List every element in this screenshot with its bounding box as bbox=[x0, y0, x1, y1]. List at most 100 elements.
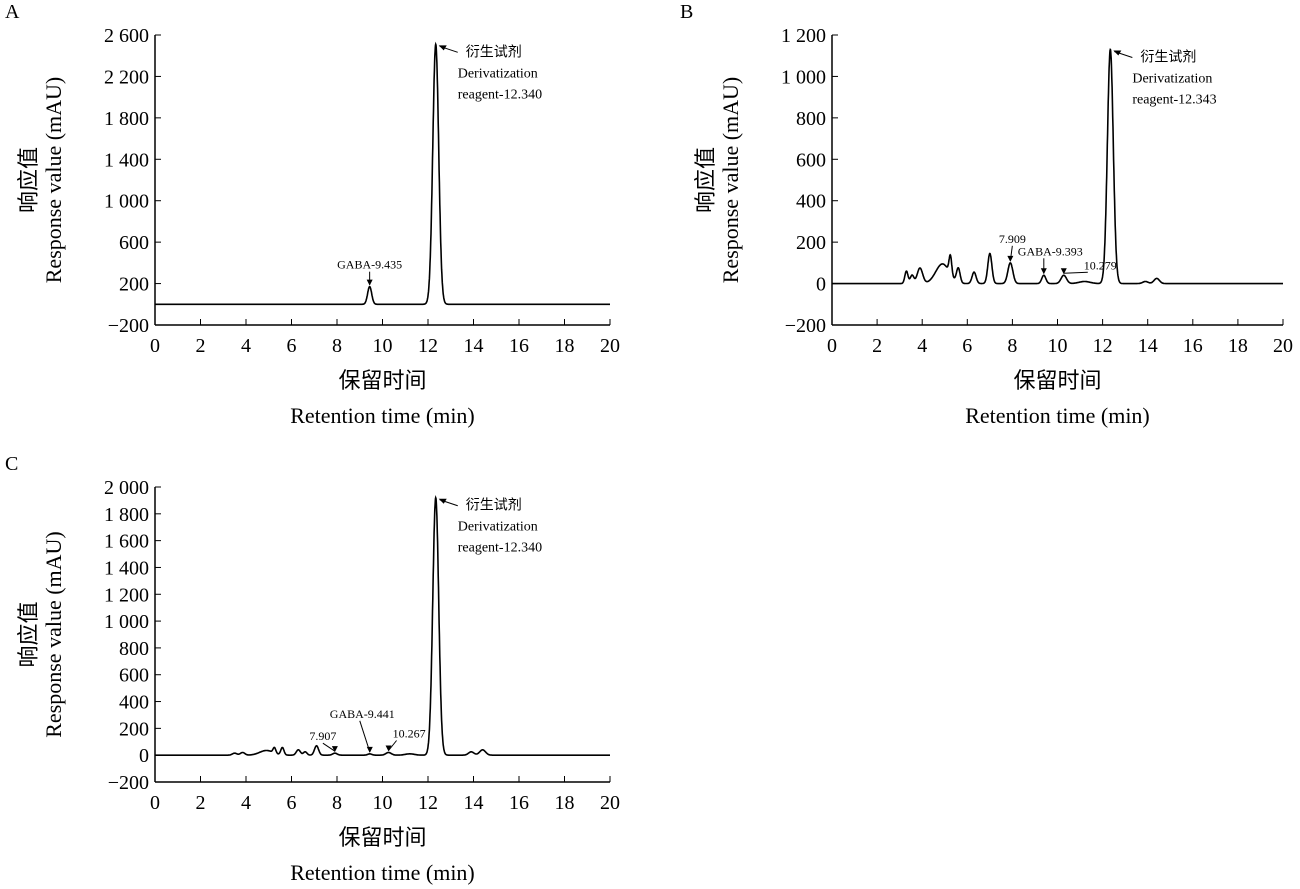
y-tick-label: 2 200 bbox=[104, 66, 149, 88]
x-tick-label: 0 bbox=[150, 335, 160, 357]
y-axis-label-cn: 响应值 bbox=[693, 147, 718, 213]
arrow-head-icon bbox=[1113, 50, 1122, 56]
x-axis-label-cn: 保留时间 bbox=[338, 825, 426, 850]
y-tick-label: 1 200 bbox=[781, 25, 826, 47]
annotation-label: GABA-9.441 bbox=[330, 707, 395, 721]
y-tick-label: 0 bbox=[816, 274, 826, 296]
x-tick-label: 2 bbox=[872, 335, 882, 357]
x-tick-label: 16 bbox=[509, 335, 529, 357]
annotation-label: 10.279 bbox=[1084, 258, 1117, 272]
y-tick-label: 1 200 bbox=[104, 584, 149, 606]
chart-panel-c: C −200 0 200 400 600 800 1 000 1 200 1 400 1 600 1 … bbox=[5, 453, 620, 885]
annotation-label: GABA-9.435 bbox=[337, 258, 402, 272]
arrow-head-icon bbox=[366, 279, 373, 286]
x-tick-label: 8 bbox=[1007, 335, 1017, 357]
arrow-head-icon bbox=[331, 746, 338, 753]
annotation-label: 7.907 bbox=[309, 729, 336, 743]
arrow-head-icon bbox=[366, 746, 373, 753]
arrow-head-icon bbox=[385, 745, 392, 752]
x-tick-label: 10 bbox=[373, 792, 393, 814]
x-axis-label: Retention time (min) bbox=[290, 403, 475, 428]
x-tick-label: 6 bbox=[962, 335, 972, 357]
x-tick-label: 20 bbox=[600, 792, 620, 814]
y-tick-label: 800 bbox=[119, 638, 149, 660]
annotation-label: 衍生试剂 bbox=[466, 498, 522, 514]
y-tick-label: 2 000 bbox=[104, 477, 149, 499]
y-tick-label: 1 800 bbox=[104, 504, 149, 526]
y-tick-label: 1 600 bbox=[104, 531, 149, 553]
y-tick-label: 1 000 bbox=[104, 611, 149, 633]
panel-label: C bbox=[5, 453, 18, 475]
y-tick-label: 0 bbox=[139, 745, 149, 767]
x-axis-label-cn: 保留时间 bbox=[338, 368, 426, 393]
x-tick-label: 4 bbox=[241, 335, 251, 357]
x-tick-label: 12 bbox=[418, 335, 438, 357]
x-tick-label: 6 bbox=[287, 792, 297, 814]
annotation-label: reagent-12.343 bbox=[1132, 92, 1216, 107]
x-tick-label: 20 bbox=[600, 335, 620, 357]
x-tick-label: 12 bbox=[418, 792, 438, 814]
y-tick-label: 800 bbox=[796, 108, 826, 130]
y-tick-label: −200 bbox=[108, 772, 149, 794]
y-tick-label: 1 800 bbox=[104, 108, 149, 130]
y-tick-label: 1 000 bbox=[781, 66, 826, 88]
y-tick-label: 600 bbox=[796, 149, 826, 171]
x-tick-label: 6 bbox=[287, 335, 297, 357]
x-tick-label: 18 bbox=[555, 792, 575, 814]
chromatogram-trace bbox=[155, 495, 610, 756]
y-tick-label: −200 bbox=[108, 315, 149, 337]
x-axis-label-cn: 保留时间 bbox=[1013, 368, 1101, 393]
x-tick-label: 14 bbox=[464, 335, 484, 357]
x-tick-label: 4 bbox=[241, 792, 251, 814]
arrow-head-icon bbox=[438, 498, 447, 504]
y-tick-label: −200 bbox=[785, 315, 826, 337]
x-tick-label: 18 bbox=[555, 335, 575, 357]
y-tick-label: 400 bbox=[796, 191, 826, 213]
x-axis-label: Retention time (min) bbox=[290, 860, 475, 885]
y-tick-label: 2 600 bbox=[104, 25, 149, 47]
annotation-arrow bbox=[1063, 271, 1088, 274]
y-tick-label: 200 bbox=[796, 232, 826, 254]
y-axis-label-cn: 响应值 bbox=[16, 147, 41, 213]
annotation-label: Derivatization bbox=[1132, 71, 1212, 86]
arrow-head-icon bbox=[1060, 268, 1067, 275]
x-tick-label: 14 bbox=[1138, 335, 1158, 357]
annotation-label: 10.267 bbox=[393, 727, 426, 741]
chart-panel-a: A −200 200 600 1 000 1 400 1 800 2 200 2 600 0 2 4 6… bbox=[5, 1, 620, 428]
y-tick-label: 600 bbox=[119, 665, 149, 687]
annotation-label: 衍生试剂 bbox=[466, 44, 522, 60]
x-tick-label: 10 bbox=[373, 335, 393, 357]
x-tick-label: 4 bbox=[917, 335, 927, 357]
annotation-label: 衍生试剂 bbox=[1140, 49, 1196, 65]
x-tick-label: 12 bbox=[1093, 335, 1113, 357]
y-tick-label: 1 400 bbox=[104, 149, 149, 171]
x-tick-label: 20 bbox=[1273, 335, 1293, 357]
y-tick-label: 400 bbox=[119, 692, 149, 714]
annotation-arrow bbox=[359, 720, 371, 752]
x-axis-label: Retention time (min) bbox=[965, 403, 1150, 428]
y-axis-label: Response value (mAU) bbox=[718, 77, 743, 284]
arrow-head-icon bbox=[1007, 255, 1014, 262]
annotation-label: Derivatization bbox=[458, 66, 538, 81]
y-axis-label: Response value (mAU) bbox=[41, 77, 66, 284]
annotation-arrow bbox=[322, 742, 336, 752]
x-tick-label: 14 bbox=[464, 792, 484, 814]
y-tick-label: 1 400 bbox=[104, 557, 149, 579]
y-tick-label: 1 000 bbox=[104, 191, 149, 213]
annotation-label: reagent-12.340 bbox=[458, 87, 542, 102]
arrow-head-icon bbox=[438, 45, 447, 51]
x-tick-label: 0 bbox=[827, 335, 837, 357]
x-tick-label: 2 bbox=[196, 792, 206, 814]
annotation-label: 7.909 bbox=[999, 232, 1026, 246]
y-tick-label: 200 bbox=[119, 718, 149, 740]
y-axis-label: Response value (mAU) bbox=[41, 531, 66, 738]
x-tick-label: 16 bbox=[509, 792, 529, 814]
annotation-label: Derivatization bbox=[458, 520, 538, 535]
x-tick-label: 2 bbox=[196, 335, 206, 357]
arrow-head-icon bbox=[1040, 268, 1047, 275]
x-tick-label: 8 bbox=[332, 335, 342, 357]
chromatogram-trace bbox=[155, 41, 610, 306]
panel-label: A bbox=[5, 1, 20, 23]
